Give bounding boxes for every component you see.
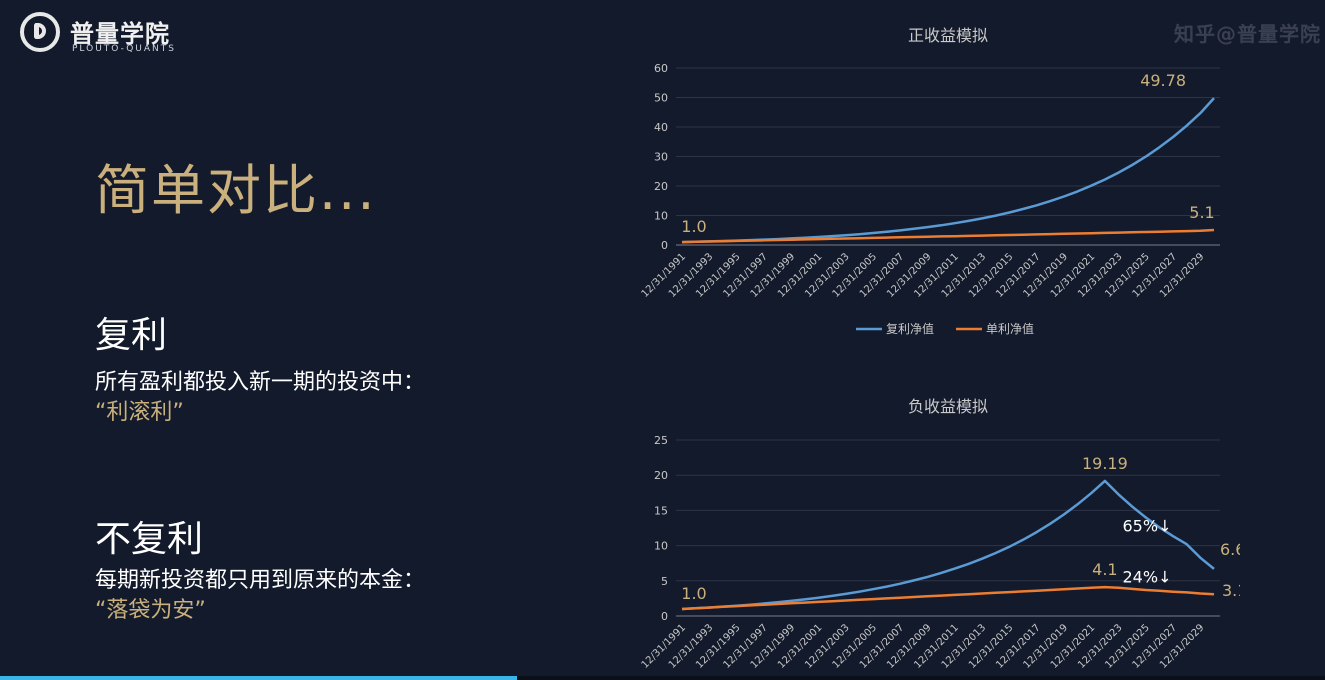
compound-description: 所有盈利都投入新一期的投资中： “利滚利”	[95, 368, 425, 428]
series-line	[681, 97, 1215, 244]
data-label-compound-end: 6.69	[1220, 540, 1240, 559]
brand-subtitle: PLOUTO-QUANTS	[72, 44, 176, 54]
y-tick-label: 0	[661, 610, 668, 623]
data-label-simple-end: 5.1	[1189, 203, 1214, 222]
logo-icon	[20, 12, 60, 52]
y-tick-label: 20	[654, 180, 668, 193]
compound-quote: “利滚利”	[95, 400, 184, 425]
series-line	[681, 479, 1215, 611]
y-tick-label: 10	[654, 210, 668, 223]
data-label-simple-end: 3.1	[1222, 581, 1240, 600]
chart-title: 正收益模拟	[908, 26, 988, 45]
y-tick-label: 60	[654, 62, 668, 75]
data-label-simple-peak: 4.1	[1092, 560, 1117, 579]
y-tick-label: 0	[661, 239, 668, 252]
watermark: 知乎@普量学院	[1174, 22, 1321, 46]
data-label-start: 1.0	[681, 217, 706, 236]
brand-name: 普量学院	[70, 20, 170, 48]
video-progress-bar[interactable]	[0, 676, 1325, 680]
compound-desc-text: 所有盈利都投入新一期的投资中：	[95, 370, 426, 395]
chart-title: 负收益模拟	[908, 397, 988, 416]
y-tick-label: 10	[654, 540, 668, 553]
positive-return-chart: 正收益模拟010203040506012/31/199112/31/199312…	[640, 26, 1220, 336]
negative-return-chart: 负收益模拟051015202512/31/199112/31/199312/31…	[640, 397, 1240, 671]
legend-label-compound: 复利净值	[886, 321, 934, 336]
data-label-start: 1.0	[681, 584, 706, 603]
simple-description: 每期新投资都只用到原来的本金： “落袋为安”	[95, 566, 425, 626]
legend-label-simple: 单利净值	[986, 321, 1034, 336]
data-label-compound-peak: 19.19	[1082, 454, 1128, 473]
y-tick-label: 50	[654, 92, 668, 105]
compound-heading: 复利	[95, 315, 168, 356]
slide-title: 简单对比...	[95, 159, 377, 222]
drop-label-compound: 65%↓	[1123, 516, 1172, 535]
series-line	[681, 585, 1215, 611]
simple-heading: 不复利	[95, 519, 204, 560]
y-tick-label: 40	[654, 121, 668, 134]
y-tick-label: 5	[661, 575, 668, 588]
video-progress-fill	[0, 676, 517, 680]
y-tick-label: 25	[654, 434, 668, 447]
y-tick-label: 30	[654, 151, 668, 164]
y-tick-label: 20	[654, 469, 668, 482]
simple-desc-text: 每期新投资都只用到原来的本金：	[95, 568, 426, 593]
simple-quote: “落袋为安”	[95, 598, 206, 623]
y-tick-label: 15	[654, 504, 668, 517]
drop-label-simple: 24%↓	[1123, 568, 1172, 587]
data-label-compound-end: 49.78	[1140, 71, 1186, 90]
series-line	[681, 228, 1215, 244]
brand-logo: 普量学院 PLOUTO-QUANTS	[20, 12, 200, 56]
